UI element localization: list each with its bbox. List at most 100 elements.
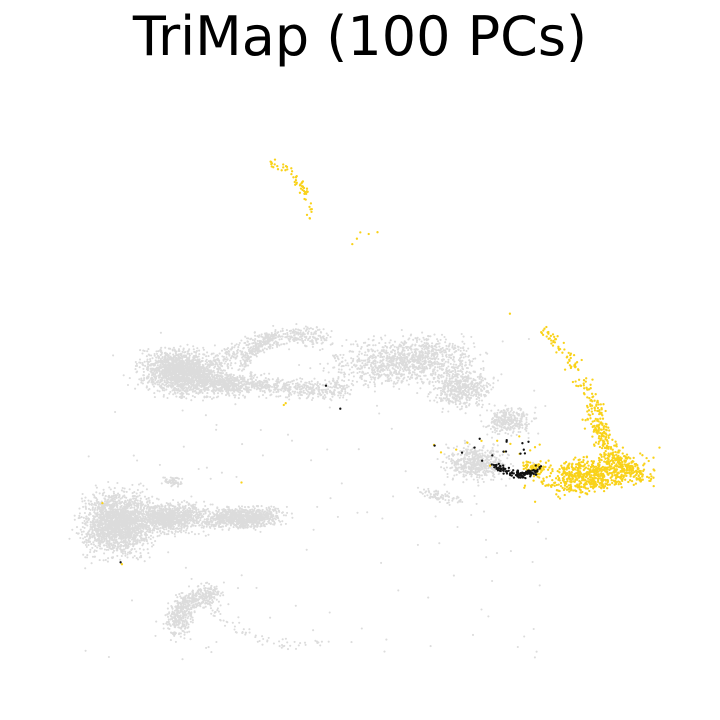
data-point bbox=[213, 366, 216, 369]
data-point bbox=[346, 362, 349, 365]
data-point bbox=[516, 417, 519, 420]
data-point bbox=[173, 387, 177, 390]
data-point bbox=[371, 376, 375, 379]
data-point bbox=[501, 429, 504, 432]
data-point bbox=[368, 343, 371, 347]
data-point bbox=[398, 369, 402, 372]
data-point bbox=[294, 382, 298, 385]
data-point bbox=[154, 361, 157, 364]
data-point bbox=[195, 349, 198, 353]
data-point bbox=[534, 406, 537, 409]
data-point bbox=[391, 373, 394, 376]
data-point bbox=[367, 384, 370, 387]
data-point bbox=[343, 384, 346, 387]
data-point bbox=[378, 373, 381, 376]
data-point bbox=[364, 383, 367, 386]
data-point bbox=[430, 363, 433, 366]
data-point bbox=[221, 377, 224, 380]
data-point bbox=[134, 387, 137, 390]
data-point bbox=[178, 356, 182, 359]
data-point bbox=[367, 349, 370, 352]
data-point bbox=[175, 358, 178, 361]
data-point bbox=[386, 368, 389, 371]
data-point bbox=[383, 365, 386, 368]
data-point bbox=[522, 411, 525, 414]
data-point bbox=[247, 346, 250, 349]
data-point bbox=[250, 337, 253, 340]
data-point bbox=[237, 385, 240, 388]
data-point bbox=[271, 346, 274, 350]
data-point bbox=[394, 365, 397, 368]
data-point bbox=[235, 383, 238, 386]
data-point bbox=[234, 378, 237, 381]
data-point bbox=[380, 352, 383, 355]
data-point bbox=[428, 399, 432, 402]
data-point bbox=[276, 345, 279, 348]
data-point bbox=[372, 362, 375, 365]
data-point bbox=[446, 371, 449, 374]
data-point bbox=[146, 363, 150, 366]
data-point bbox=[407, 354, 410, 357]
data-point bbox=[300, 394, 303, 397]
data-point bbox=[421, 353, 424, 356]
data-point bbox=[373, 378, 376, 381]
data-point bbox=[309, 327, 312, 330]
data-point bbox=[206, 365, 209, 368]
data-point bbox=[311, 328, 314, 331]
data-point bbox=[447, 401, 450, 404]
data-point bbox=[175, 382, 178, 385]
data-point bbox=[480, 406, 484, 409]
data-point bbox=[153, 352, 156, 356]
data-point bbox=[402, 361, 405, 364]
data-point bbox=[207, 380, 211, 383]
data-point bbox=[156, 389, 159, 392]
data-point bbox=[258, 380, 261, 383]
data-point bbox=[160, 361, 163, 364]
data-point bbox=[440, 392, 443, 395]
data-point bbox=[463, 393, 466, 396]
data-point bbox=[225, 351, 228, 354]
data-point bbox=[373, 381, 376, 384]
data-point bbox=[148, 364, 151, 367]
data-point bbox=[418, 344, 421, 347]
data-point bbox=[331, 395, 334, 398]
data-point bbox=[187, 386, 190, 390]
data-point bbox=[322, 384, 325, 387]
data-point bbox=[294, 390, 297, 393]
data-point bbox=[448, 348, 451, 351]
data-point bbox=[311, 383, 314, 386]
data-point bbox=[398, 387, 401, 391]
data-point bbox=[360, 378, 363, 381]
data-point bbox=[147, 380, 150, 383]
data-point bbox=[186, 343, 189, 346]
data-point bbox=[382, 362, 385, 366]
data-point bbox=[364, 351, 367, 354]
data-point bbox=[431, 370, 435, 373]
data-point bbox=[387, 366, 390, 370]
data-point bbox=[492, 386, 495, 389]
data-point bbox=[372, 338, 375, 342]
data-point bbox=[264, 377, 267, 380]
data-point bbox=[343, 371, 346, 374]
data-point bbox=[337, 376, 340, 379]
data-point bbox=[464, 355, 467, 358]
data-point bbox=[530, 420, 533, 423]
data-point bbox=[390, 351, 393, 354]
data-point bbox=[281, 327, 284, 330]
data-point bbox=[453, 382, 457, 385]
data-point bbox=[184, 350, 187, 354]
data-point bbox=[145, 386, 148, 389]
data-point bbox=[263, 372, 266, 375]
data-point bbox=[190, 365, 193, 368]
data-point bbox=[434, 366, 437, 369]
data-point bbox=[441, 380, 444, 383]
data-point bbox=[222, 359, 225, 362]
data-point bbox=[527, 422, 530, 426]
data-point bbox=[390, 379, 393, 382]
data-point bbox=[305, 328, 308, 331]
data-point bbox=[284, 386, 287, 389]
data-point bbox=[470, 385, 473, 388]
data-point bbox=[337, 364, 340, 367]
data-point bbox=[389, 372, 392, 375]
data-point bbox=[284, 396, 287, 399]
